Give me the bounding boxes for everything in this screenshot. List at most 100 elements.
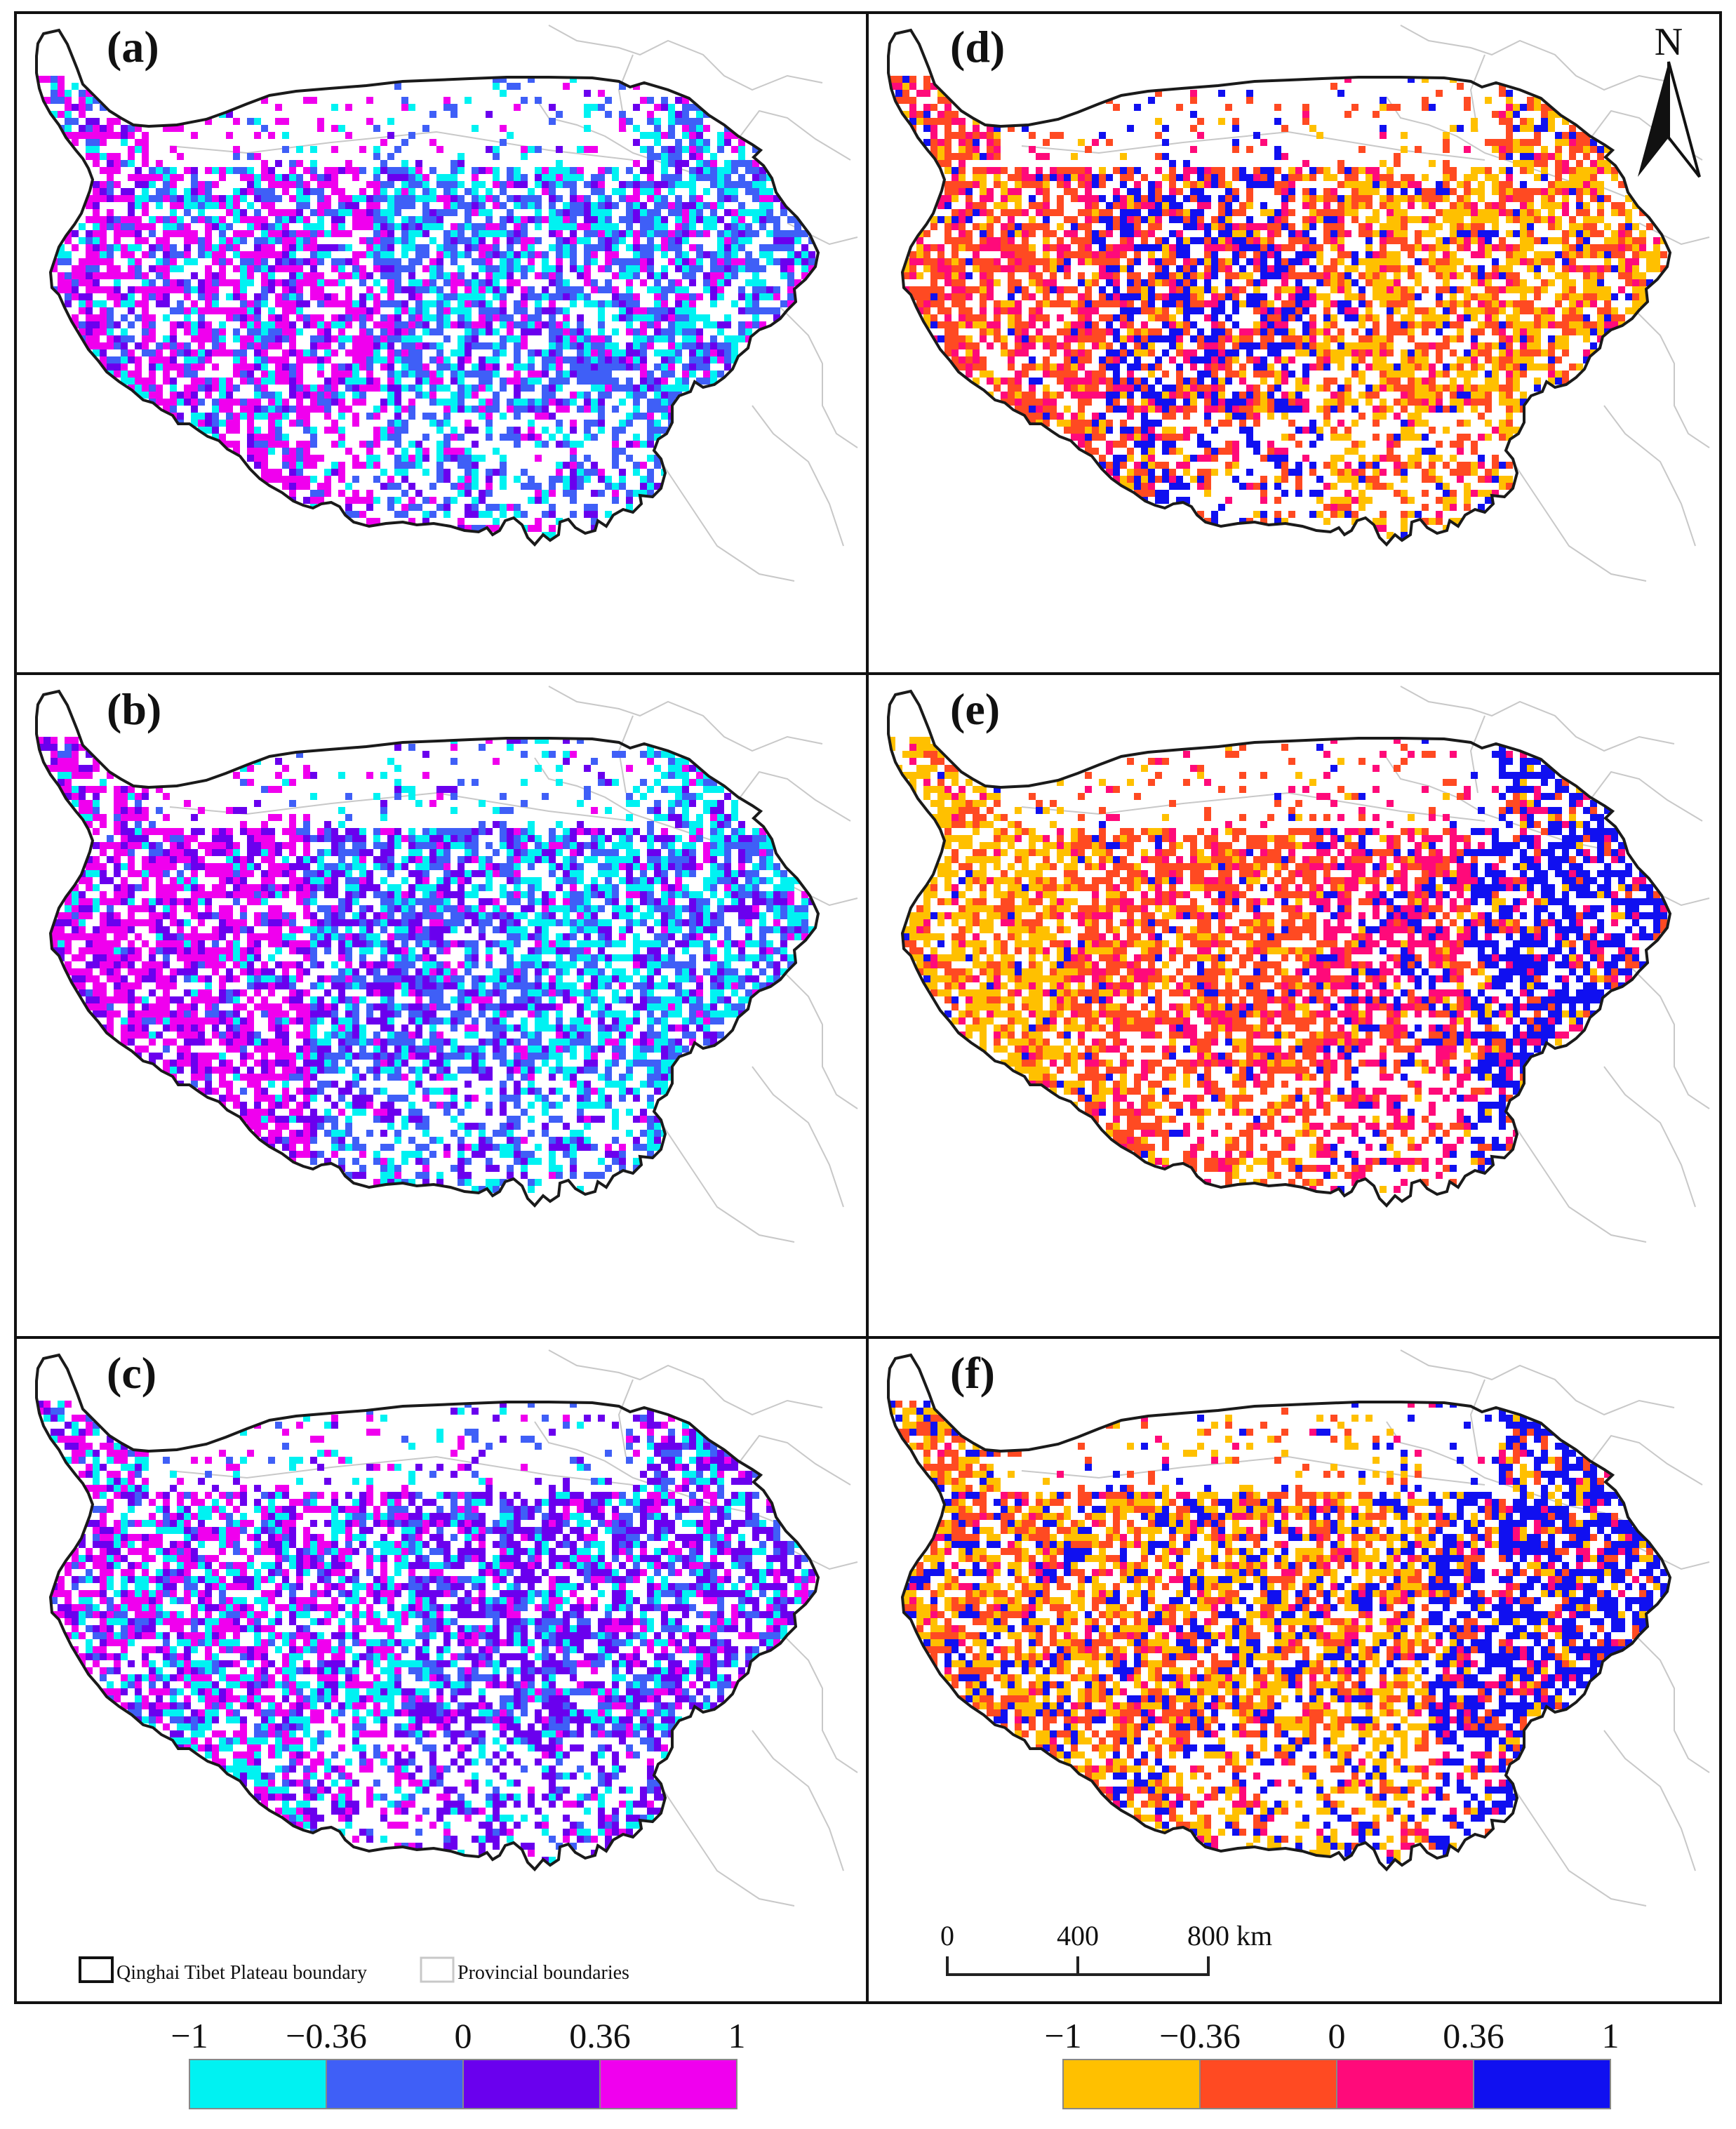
raster-cell [296,877,303,884]
raster-cell [647,807,654,814]
raster-cell [142,842,149,849]
raster-cell [472,300,479,307]
raster-cell [731,188,738,195]
raster-cell [219,877,226,884]
raster-cell [689,230,696,237]
raster-cell [184,954,191,961]
raster-cell [359,385,366,392]
raster-cell [107,947,114,954]
raster-cell [682,209,689,216]
raster-cell [310,188,317,195]
raster-cell [619,856,626,863]
raster-cell [373,251,380,258]
raster-cell [605,385,612,392]
raster-cell [338,209,345,216]
raster-cell [556,363,563,371]
raster-cell [682,793,689,800]
raster-cell [401,877,408,884]
raster-cell [142,814,149,821]
raster-cell [408,744,415,751]
raster-cell [661,856,668,863]
raster-cell [93,349,100,356]
raster-cell [535,441,542,448]
raster-cell [752,272,759,279]
raster-cell [352,462,359,469]
raster-cell [549,413,556,420]
raster-cell [605,349,612,356]
raster-cell [647,940,654,947]
raster-cell [170,202,177,209]
raster-cell [373,153,380,160]
raster-cell [184,237,191,244]
raster-cell [135,835,142,842]
raster-cell [324,349,331,356]
raster-cell [654,118,661,125]
raster-cell [521,835,528,842]
raster-cell [626,877,633,884]
raster-cell [612,167,619,174]
raster-cell [675,884,682,891]
raster-cell [584,926,591,933]
raster-cell [331,258,338,265]
raster-cell [549,912,556,919]
raster-cell [247,954,254,961]
raster-cell [107,181,114,188]
raster-cell [745,209,752,216]
raster-cell [422,251,429,258]
raster-cell [170,385,177,392]
raster-cell [296,926,303,933]
raster-cell [289,251,296,258]
raster-cell [486,828,493,835]
raster-cell [465,448,472,455]
raster-cell [584,469,591,476]
raster-cell [72,765,79,772]
raster-cell [93,195,100,202]
raster-cell [528,835,535,842]
raster-cell [577,406,584,413]
raster-cell [436,174,443,181]
raster-cell [507,919,514,926]
raster-cell [366,462,373,469]
raster-cell [198,898,205,905]
raster-cell [303,926,310,933]
raster-cell [149,947,156,954]
raster-cell [458,940,465,947]
raster-cell [458,321,465,328]
raster-cell [724,849,731,856]
raster-cell [794,223,801,230]
raster-cell [359,307,366,314]
raster-cell [486,371,493,378]
raster-cell [633,905,640,912]
raster-cell [219,891,226,898]
raster-cell [191,385,198,392]
raster-cell [633,230,640,237]
raster-cell [58,912,65,919]
raster-cell [549,891,556,898]
raster-cell [282,842,289,849]
raster-cell [170,842,177,849]
raster-cell [261,258,268,265]
raster-cell [401,160,408,167]
raster-cell [500,181,507,188]
raster-cell [521,363,528,371]
raster-cell [387,919,394,926]
raster-cell [226,392,233,399]
raster-cell [458,434,465,441]
raster-cell [766,898,773,905]
raster-cell [233,216,240,223]
raster-cell [275,300,282,307]
raster-cell [654,209,661,216]
raster-cell [577,863,584,870]
raster-cell [331,919,338,926]
raster-cell [184,279,191,286]
raster-cell [79,933,86,940]
raster-cell [542,919,549,926]
raster-cell [570,356,577,363]
raster-cell [275,919,282,926]
raster-cell [458,399,465,406]
raster-cell [731,905,738,912]
raster-cell [380,406,387,413]
raster-cell [254,392,261,399]
raster-cell [240,356,247,363]
raster-cell [465,279,472,286]
